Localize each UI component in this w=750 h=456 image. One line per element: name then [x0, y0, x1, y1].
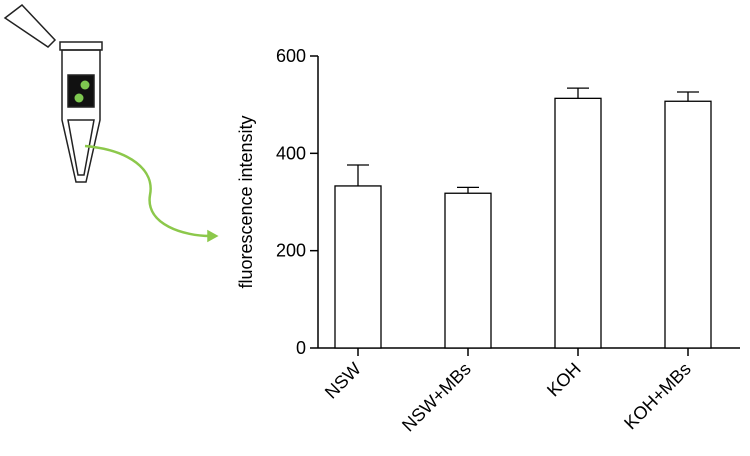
- error-bar: [347, 165, 369, 186]
- y-tick-label: 200: [276, 241, 306, 261]
- bead: [81, 81, 90, 90]
- tube-cap: [5, 5, 55, 47]
- y-tick-label: 600: [276, 46, 306, 66]
- chart: fluorescence intensity 0 200 400 600 NSW NSW+…: [0, 0, 750, 451]
- sample-block: [68, 75, 94, 107]
- arrow-curve: [85, 146, 210, 236]
- x-tick-label: KOH+MBs: [620, 359, 695, 434]
- x-tick-label: KOH: [543, 359, 585, 401]
- bar: [445, 193, 491, 348]
- bar: [555, 98, 601, 348]
- bead: [75, 94, 84, 103]
- x-tick-label: NSW: [321, 359, 365, 403]
- error-bar: [677, 92, 699, 101]
- bar: [335, 186, 381, 348]
- tube-body: [62, 50, 100, 182]
- y-axis-label: fluorescence intensity: [236, 115, 256, 288]
- error-bar: [457, 187, 479, 193]
- bar: [665, 101, 711, 348]
- arrow-head: [208, 231, 217, 241]
- error-bar: [567, 88, 589, 98]
- tube-illustration: [5, 5, 217, 241]
- tube-rim: [60, 42, 102, 50]
- page: {"chart_data": {"type": "bar", "ylabel":…: [0, 0, 750, 456]
- y-tick-label: 400: [276, 143, 306, 163]
- x-tick-label: NSW+MBs: [398, 359, 475, 436]
- y-tick-label: 0: [296, 338, 306, 358]
